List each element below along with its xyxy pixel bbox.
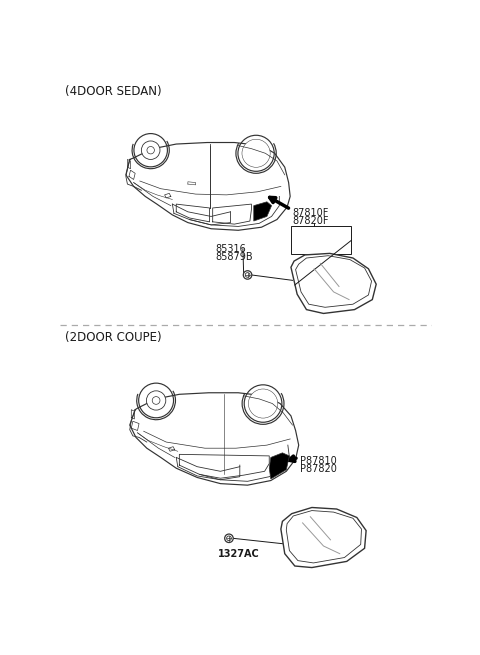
Text: 87820F: 87820F — [292, 215, 329, 226]
Circle shape — [243, 271, 252, 279]
Bar — [291, 227, 351, 254]
Text: 87810F: 87810F — [292, 208, 329, 218]
Circle shape — [225, 534, 233, 542]
Text: (4DOOR SEDAN): (4DOOR SEDAN) — [65, 84, 161, 98]
Circle shape — [142, 141, 160, 159]
Circle shape — [245, 272, 250, 277]
Polygon shape — [286, 510, 361, 563]
Text: P87820: P87820 — [300, 464, 337, 474]
Circle shape — [134, 134, 168, 167]
Circle shape — [246, 143, 266, 163]
Circle shape — [252, 393, 274, 414]
Text: 85879B: 85879B — [215, 252, 252, 262]
Polygon shape — [291, 253, 376, 314]
Text: (2DOOR COUPE): (2DOOR COUPE) — [65, 331, 161, 344]
Circle shape — [146, 391, 166, 410]
Circle shape — [147, 147, 155, 154]
Polygon shape — [281, 508, 366, 567]
Polygon shape — [269, 453, 289, 479]
Polygon shape — [254, 202, 272, 221]
Circle shape — [238, 136, 274, 172]
Text: P87810: P87810 — [300, 456, 337, 466]
Circle shape — [252, 149, 260, 157]
Text: 85316: 85316 — [215, 244, 246, 254]
Circle shape — [227, 536, 231, 540]
Circle shape — [259, 400, 267, 407]
Circle shape — [242, 140, 270, 167]
Text: 1327AC: 1327AC — [218, 549, 260, 559]
Circle shape — [152, 397, 160, 404]
Circle shape — [139, 383, 174, 418]
Circle shape — [249, 389, 278, 418]
Circle shape — [244, 385, 282, 422]
Polygon shape — [296, 255, 372, 307]
